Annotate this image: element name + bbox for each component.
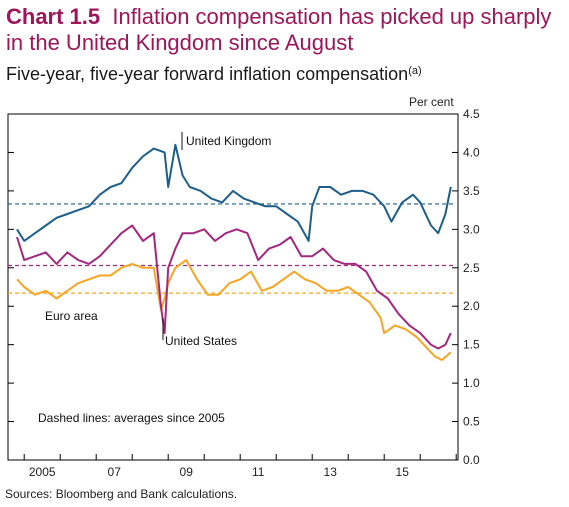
y-axis: 0.0 0.5 1.0 1.5 2.0 2.5 3.0 3.5 4.0 4.5 <box>8 107 480 467</box>
chart-title-text: Inflation compensation has picked up sha… <box>6 4 552 55</box>
y-tick-label: 4.5 <box>463 107 480 121</box>
x-tick-label: 15 <box>396 465 410 479</box>
y-tick-label: 0.5 <box>463 415 480 429</box>
x-tick-label: 09 <box>180 465 194 479</box>
series-line-euro <box>16 259 452 361</box>
chart-title: Chart 1.5 Inflation compensation has pic… <box>6 4 566 56</box>
y-tick-label: 0.0 <box>463 453 480 467</box>
x-tick-label: 13 <box>324 465 338 479</box>
y-tick-label: 3.5 <box>463 184 480 198</box>
x-tick-label: 2005 <box>29 465 56 479</box>
subtitle-footnote-marker: (a) <box>408 65 422 77</box>
plot-frame <box>7 113 459 461</box>
x-tick-label: 07 <box>108 465 122 479</box>
chart-number: Chart 1.5 <box>6 4 101 29</box>
annotation-us: United States <box>165 334 237 348</box>
y-tick-label: 2.0 <box>463 299 480 313</box>
chart-subtitle: Five-year, five-year forward inflation c… <box>6 60 566 85</box>
annotation-dashed-note: Dashed lines: averages since 2005 <box>38 411 225 425</box>
y-tick-label: 1.0 <box>463 376 480 390</box>
y-tick-label: 1.5 <box>463 338 480 352</box>
sources-note: Sources: Bloomberg and Bank calculations… <box>5 487 238 501</box>
chart-subtitle-text: Five-year, five-year forward inflation c… <box>6 64 409 84</box>
annotation-euro: Euro area <box>45 309 98 323</box>
x-axis: 2005 07 09 11 13 15 <box>23 454 457 479</box>
series-lines <box>16 143 452 361</box>
series-line-us <box>16 224 452 350</box>
average-lines <box>8 203 455 294</box>
unit-label: Per cent <box>409 95 454 109</box>
y-tick-label: 3.0 <box>463 222 480 236</box>
title-block: Chart 1.5 Inflation compensation has pic… <box>6 4 566 85</box>
y-tick-label: 2.5 <box>463 261 480 275</box>
annotation-uk: United Kingdom <box>186 134 271 148</box>
y-tick-label: 4.0 <box>463 145 480 159</box>
x-tick-label: 11 <box>252 465 265 479</box>
series-line-uk <box>16 143 452 242</box>
